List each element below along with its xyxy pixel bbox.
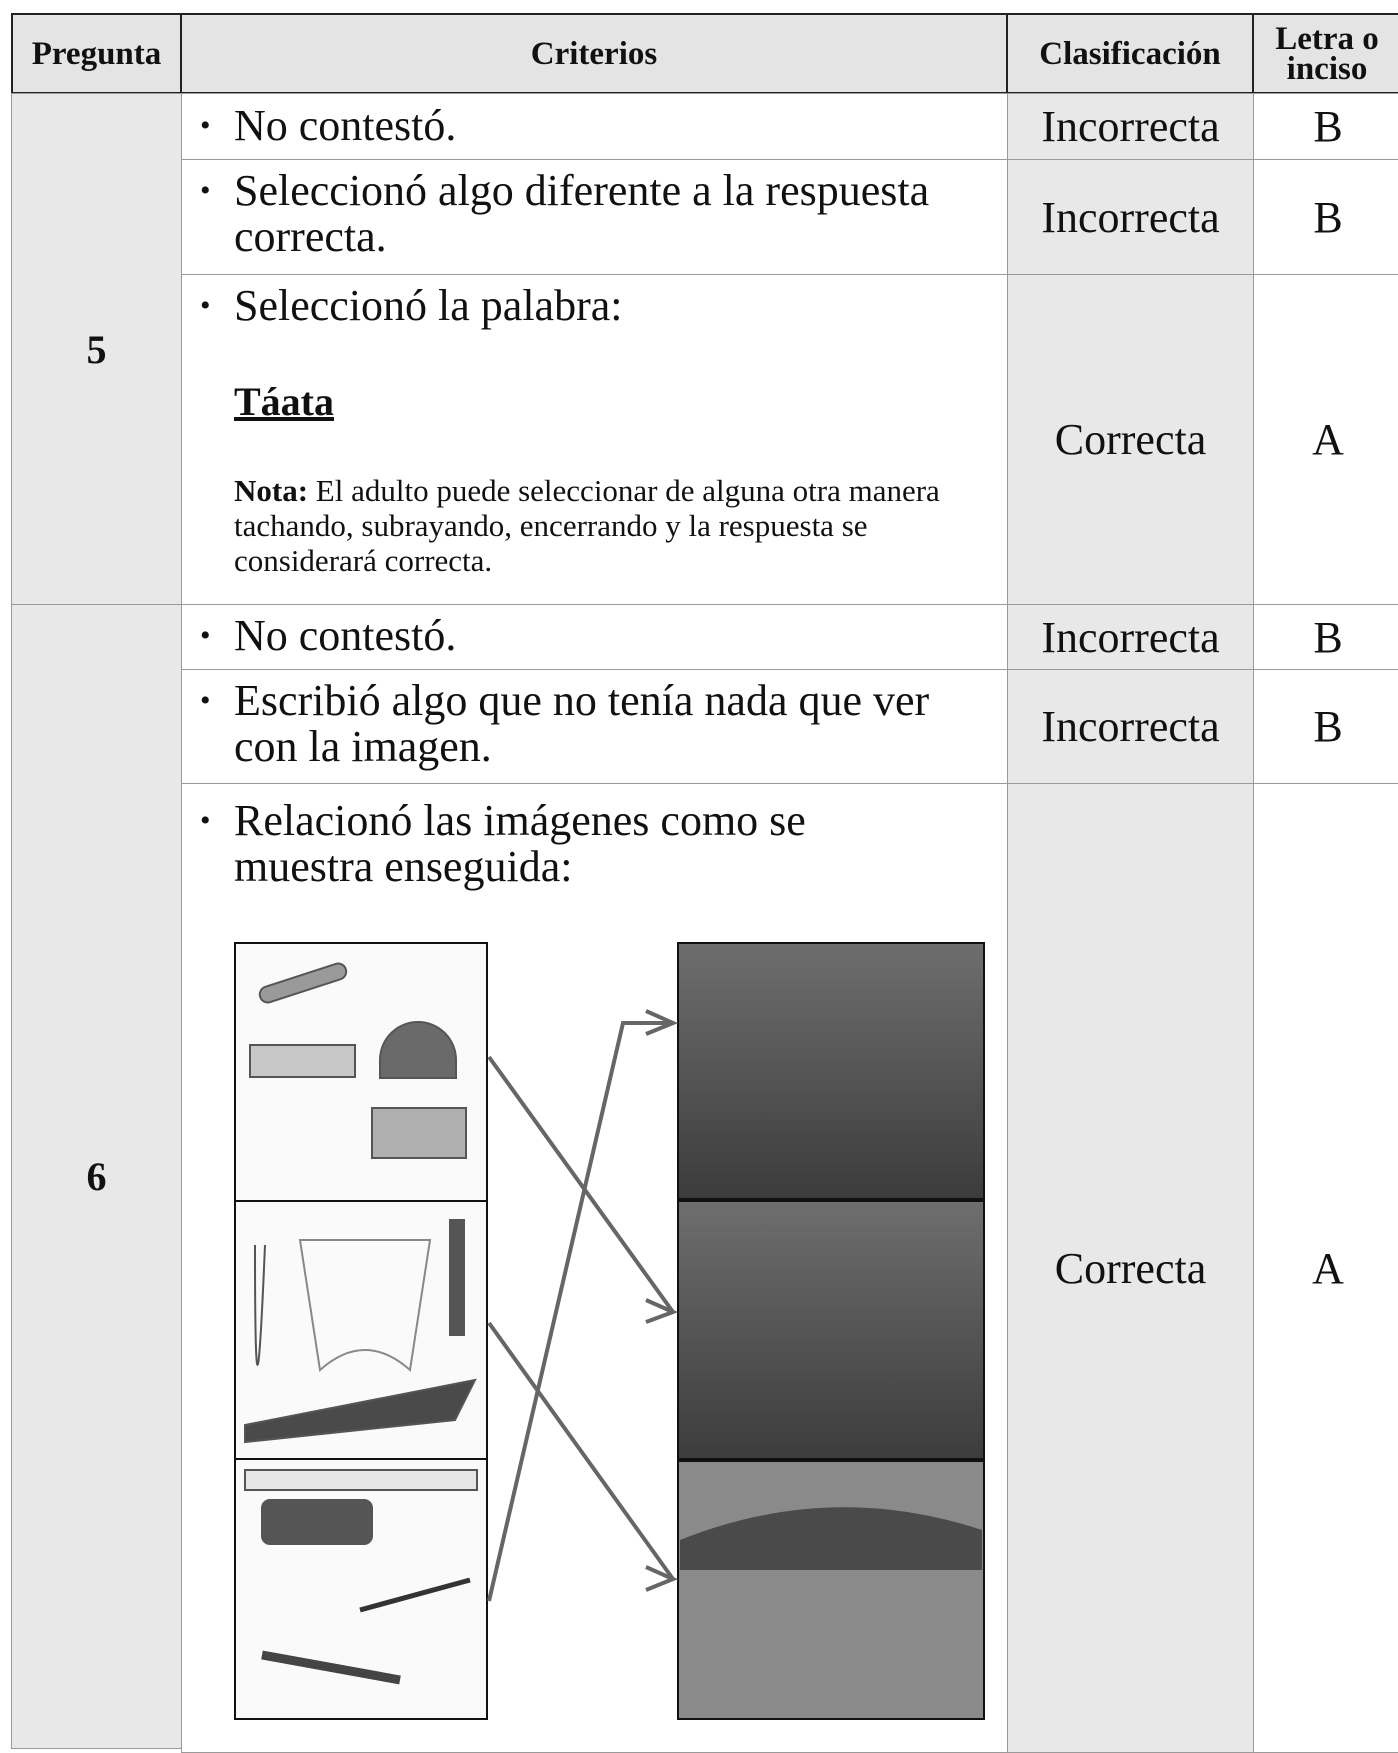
letter-cell: A: [1253, 783, 1398, 1753]
question-cell: 5: [11, 93, 182, 605]
photo-panels: [677, 942, 985, 1720]
note-label: Nota:: [234, 473, 309, 508]
answer-word: Táata: [234, 379, 334, 424]
criteria-text: Relacionó las imágenes como se muestra e…: [200, 798, 834, 890]
letter-cell: B: [1253, 159, 1398, 275]
arrows: [487, 1009, 679, 1602]
letter-cell: A: [1253, 274, 1398, 605]
question-cell: 6: [11, 604, 182, 1749]
classification-cell: Incorrecta: [1007, 159, 1254, 275]
letter-cell: B: [1253, 604, 1398, 670]
classification-cell: Correcta: [1007, 274, 1254, 605]
note-text: El adulto puede seleccionar de alguna ot…: [234, 473, 940, 578]
criteria-text: Escribió algo que no tenía nada que ver …: [200, 678, 994, 770]
note: Nota: El adulto puede seleccionar de alg…: [234, 473, 1004, 578]
criteria-text: Seleccionó algo diferente a la respuesta…: [200, 168, 994, 260]
letter-cell: B: [1253, 669, 1398, 784]
tool-sketches: [244, 962, 478, 1685]
criteria-text: No contestó.: [200, 103, 456, 150]
classification-cell: Incorrecta: [1007, 669, 1254, 784]
criteria-text: Seleccionó la palabra:: [200, 283, 623, 330]
header-cell: Pregunta: [11, 13, 182, 94]
letter-cell: B: [1253, 93, 1398, 160]
header-cell: Clasificación: [1006, 13, 1254, 94]
classification-cell: Correcta: [1007, 783, 1254, 1753]
classification-cell: Incorrecta: [1007, 93, 1254, 160]
criteria-text: No contestó.: [200, 613, 456, 660]
header-cell: Letra o inciso: [1252, 13, 1398, 94]
classification-cell: Incorrecta: [1007, 604, 1254, 670]
